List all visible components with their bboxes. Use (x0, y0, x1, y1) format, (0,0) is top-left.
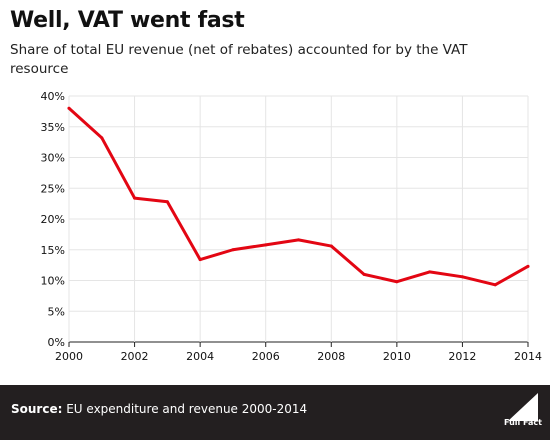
x-axis-ticks: 2000 2002 2004 2006 2008 2010 2012 2014 (55, 342, 542, 363)
series-line (67, 106, 530, 287)
y-tick-label: 25% (41, 182, 65, 195)
y-tick-label: 40% (41, 90, 65, 103)
data-point (493, 283, 497, 287)
y-tick-label: 30% (41, 152, 65, 165)
data-point (133, 196, 137, 200)
data-point (67, 106, 71, 110)
full-fact-logo (508, 393, 538, 421)
x-tick-label: 2010 (383, 350, 411, 363)
data-point (460, 275, 464, 279)
footer-bar: Source: EU expenditure and revenue 2000-… (0, 385, 550, 440)
y-tick-label: 15% (41, 244, 65, 257)
data-point (198, 258, 202, 262)
line-chart: 0%5%10%15%20%25%30%35%40% 2000 2002 2004 20… (41, 90, 542, 363)
x-tick-label: 2002 (121, 350, 149, 363)
x-tick-label: 2004 (186, 350, 214, 363)
x-tick-label: 2000 (55, 350, 83, 363)
data-point (165, 200, 169, 204)
data-point (264, 243, 268, 247)
data-point (526, 264, 530, 268)
series-layer (67, 106, 530, 287)
data-point (395, 280, 399, 284)
x-tick-label: 2014 (514, 350, 542, 363)
y-tick-label: 5% (48, 305, 65, 318)
y-tick-label: 10% (41, 275, 65, 288)
data-point (231, 248, 235, 252)
data-point (329, 244, 333, 248)
data-point (100, 136, 104, 140)
grid-lines (68, 95, 529, 343)
chart-title: Well, VAT went fast (10, 8, 245, 33)
y-tick-label: 35% (41, 121, 65, 134)
x-tick-label: 2006 (252, 350, 280, 363)
chart-subtitle: Share of total EU revenue (net of rebate… (10, 42, 468, 77)
x-tick-label: 2012 (448, 350, 476, 363)
source-note: Source: EU expenditure and revenue 2000-… (11, 402, 307, 416)
y-tick-label: 20% (41, 213, 65, 226)
data-point (428, 270, 432, 274)
data-point (362, 272, 366, 276)
full-fact-logo-text: Full Fact (504, 418, 542, 427)
y-axis-ticks: 0% 5% 10% 15% 20% 25% 30% 35% 40% (41, 90, 65, 349)
x-tick-label: 2008 (317, 350, 345, 363)
source-label: Source: (11, 402, 63, 416)
source-text: EU expenditure and revenue 2000-2014 (62, 402, 308, 416)
data-point (297, 238, 300, 242)
y-tick-label: 0% (48, 336, 65, 349)
